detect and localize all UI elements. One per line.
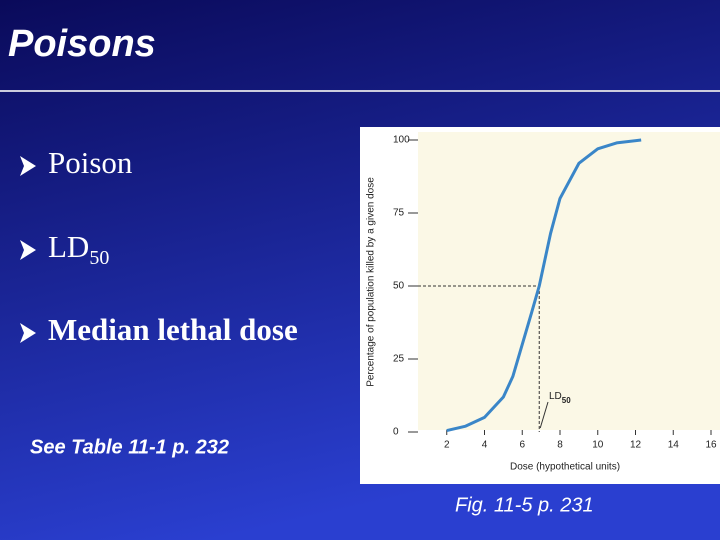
caption: Fig. 11-5 p. 231 (455, 494, 594, 516)
annotation-arrow (539, 401, 549, 429)
x-tick-label: 12 (630, 440, 642, 451)
annotation-text: LD (549, 391, 562, 402)
y-tick-label: 100 (393, 135, 410, 146)
bullet-arrow (20, 240, 36, 260)
x-tick-label: 16 (705, 440, 717, 451)
note: See Table 11-1 p. 232 (30, 436, 229, 458)
bullet-text: Poison (48, 145, 133, 180)
x-tick-label: 10 (592, 440, 604, 451)
x-tick-label: 14 (668, 440, 680, 451)
bullet-text: Median lethal dose (48, 312, 298, 347)
bullet-subscript: 50 (89, 247, 109, 269)
bullet-main: Poison (48, 145, 133, 180)
bullet-arrow (20, 323, 36, 343)
bullet-main: LD (48, 229, 89, 264)
bullet-arrow (20, 156, 36, 176)
bullet-main: Median lethal dose (48, 312, 298, 347)
annotation-label: LD50 (549, 391, 571, 405)
y-axis-label: Percentage of population killed by a giv… (366, 177, 377, 387)
plot-area (418, 132, 720, 430)
curve (446, 138, 642, 433)
y-tick-label: 25 (393, 354, 405, 365)
chart: 0 25 50 75 100 2 4 6 8 10 12 14 16 Dose (hypothetical… (366, 135, 717, 473)
x-tick-label: 4 (482, 440, 488, 451)
x-axis-label: Dose (hypothetical units) (510, 462, 620, 473)
annotation-subscript: 50 (562, 396, 571, 405)
x-tick-label: 6 (519, 440, 525, 451)
slide-title: Poisons (8, 23, 156, 65)
y-tick-label: 75 (393, 208, 405, 219)
x-tick-label: 2 (444, 440, 450, 451)
bullet-text: LD50 (48, 229, 109, 268)
y-tick-label: 50 (393, 281, 405, 292)
y-tick-label: 0 (393, 427, 399, 438)
x-tick-label: 8 (557, 440, 563, 451)
bullet-list: Poison LD50 Median lethal dose (20, 145, 298, 347)
